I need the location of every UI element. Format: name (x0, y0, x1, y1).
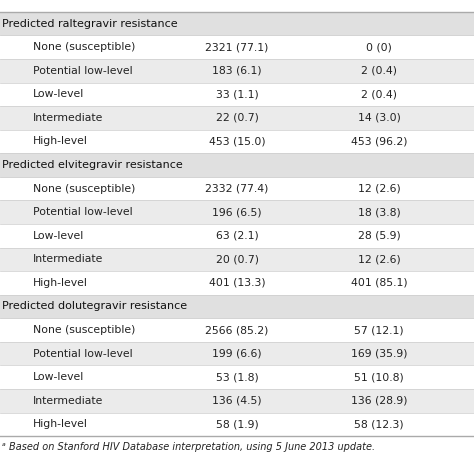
Bar (0, 365, 474, 389)
Text: ᵃ Based on Stanford HIV Database interpretation, using 5 June 2013 update.: ᵃ Based on Stanford HIV Database interpr… (2, 442, 375, 452)
Text: Potential low-level: Potential low-level (33, 66, 133, 76)
Bar (0, 412, 474, 436)
Text: None (susceptible): None (susceptible) (33, 42, 136, 52)
Text: 22 (0.7): 22 (0.7) (216, 113, 258, 123)
Text: 51 (10.8): 51 (10.8) (355, 372, 404, 382)
Text: Predicted elvitegravir resistance: Predicted elvitegravir resistance (2, 160, 183, 170)
Text: 14 (3.0): 14 (3.0) (358, 113, 401, 123)
Text: High-level: High-level (33, 419, 88, 429)
Text: Low-level: Low-level (33, 89, 84, 100)
Bar (0, 59, 474, 82)
Text: Intermediate: Intermediate (33, 255, 103, 264)
Text: High-level: High-level (33, 278, 88, 288)
Text: 33 (1.1): 33 (1.1) (216, 89, 258, 100)
Bar (0, 342, 474, 365)
Text: None (susceptible): None (susceptible) (33, 325, 136, 335)
Text: 63 (2.1): 63 (2.1) (216, 231, 258, 241)
Bar (0, 153, 474, 177)
Text: 199 (6.6): 199 (6.6) (212, 348, 262, 359)
Bar (0, 82, 474, 106)
Text: 12 (2.6): 12 (2.6) (358, 255, 401, 264)
Text: Low-level: Low-level (33, 231, 84, 241)
Text: Predicted raltegravir resistance: Predicted raltegravir resistance (2, 18, 178, 28)
Text: 28 (5.9): 28 (5.9) (358, 231, 401, 241)
Bar (0, 36, 474, 59)
Bar (0, 12, 474, 36)
Text: 453 (96.2): 453 (96.2) (351, 137, 408, 146)
Text: 0 (0): 0 (0) (366, 42, 392, 52)
Text: 169 (35.9): 169 (35.9) (351, 348, 408, 359)
Text: High-level: High-level (33, 137, 88, 146)
Text: Intermediate: Intermediate (33, 113, 103, 123)
Text: 453 (15.0): 453 (15.0) (209, 137, 265, 146)
Text: 136 (4.5): 136 (4.5) (212, 396, 262, 406)
Text: 2 (0.4): 2 (0.4) (361, 66, 397, 76)
Bar (0, 389, 474, 412)
Text: 12 (2.6): 12 (2.6) (358, 183, 401, 193)
Text: 18 (3.8): 18 (3.8) (358, 207, 401, 217)
Text: 20 (0.7): 20 (0.7) (216, 255, 258, 264)
Bar (0, 247, 474, 271)
Text: 183 (6.1): 183 (6.1) (212, 66, 262, 76)
Text: None (susceptible): None (susceptible) (33, 183, 136, 193)
Text: Low-level: Low-level (33, 372, 84, 382)
Text: 57 (12.1): 57 (12.1) (355, 325, 404, 335)
Bar (0, 106, 474, 130)
Bar (0, 295, 474, 318)
Text: 401 (13.3): 401 (13.3) (209, 278, 265, 288)
Bar (0, 130, 474, 153)
Text: 53 (1.8): 53 (1.8) (216, 372, 258, 382)
Text: 2 (0.4): 2 (0.4) (361, 89, 397, 100)
Text: 2321 (77.1): 2321 (77.1) (205, 42, 269, 52)
Text: Potential low-level: Potential low-level (33, 207, 133, 217)
Text: 136 (28.9): 136 (28.9) (351, 396, 408, 406)
Text: 58 (12.3): 58 (12.3) (355, 419, 404, 429)
Text: 2332 (77.4): 2332 (77.4) (205, 183, 269, 193)
Bar (0, 201, 474, 224)
Bar (0, 177, 474, 201)
Bar (0, 224, 474, 247)
Text: 401 (85.1): 401 (85.1) (351, 278, 408, 288)
Bar (0, 271, 474, 295)
Text: 196 (6.5): 196 (6.5) (212, 207, 262, 217)
Text: Predicted dolutegravir resistance: Predicted dolutegravir resistance (2, 301, 188, 311)
Bar (0, 318, 474, 342)
Text: Potential low-level: Potential low-level (33, 348, 133, 359)
Text: Intermediate: Intermediate (33, 396, 103, 406)
Text: 2566 (85.2): 2566 (85.2) (205, 325, 269, 335)
Text: 58 (1.9): 58 (1.9) (216, 419, 258, 429)
